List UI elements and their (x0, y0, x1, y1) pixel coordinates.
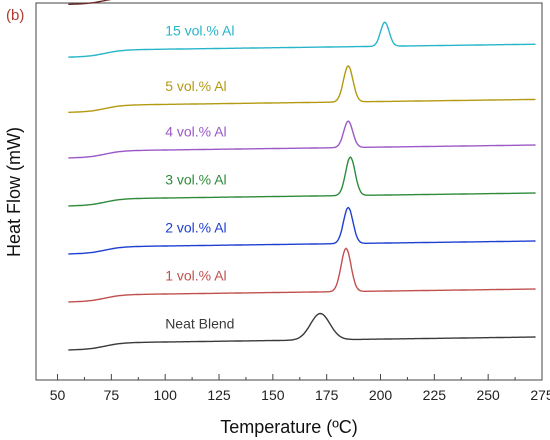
x-tick-label-125: 125 (207, 387, 231, 403)
x-axis-ticks: 50 75 100 125 150 175 200 225 250 275 (50, 374, 550, 403)
series-label-0: Neat Blend (165, 315, 234, 331)
plot-frame (35, 2, 543, 381)
series-label-6: 15 vol.% Al (165, 23, 234, 39)
x-tick-label-150: 150 (261, 387, 285, 403)
series-label-3: 3 vol.% Al (165, 171, 226, 187)
x-axis-title: Temperature (ºC) (220, 417, 358, 437)
series-line-5 (68, 64, 536, 113)
series-label-5: 5 vol.% Al (165, 78, 226, 94)
series-line-2 (68, 206, 536, 255)
series-label-1: 1 vol.% Al (165, 267, 226, 283)
x-tick-label-175: 175 (315, 387, 339, 403)
series-label-4: 4 vol.% Al (165, 123, 226, 139)
series-line-0 (68, 312, 536, 351)
series-labels: Neat Blend 1 vol.% Al 2 vol.% Al 3 vol.% Al… (165, 23, 234, 332)
series-line-3 (68, 156, 536, 207)
series-line-4 (68, 120, 536, 159)
x-tick-label-50: 50 (50, 387, 66, 403)
x-tick-label-250: 250 (476, 387, 500, 403)
series-lines (68, 0, 536, 351)
x-tick-label-225: 225 (423, 387, 447, 403)
x-tick-label-100: 100 (154, 387, 178, 403)
y-axis-title: Heat Flow (mW) (4, 127, 24, 257)
x-tick-label-275: 275 (530, 387, 550, 403)
panel-label: (b) (6, 7, 24, 24)
series-line-7 (68, 0, 112, 5)
x-tick-label-200: 200 (369, 387, 393, 403)
series-label-2: 2 vol.% Al (165, 219, 226, 235)
series-line-1 (68, 247, 536, 303)
series-line-6 (68, 21, 536, 58)
x-tick-label-75: 75 (104, 387, 120, 403)
